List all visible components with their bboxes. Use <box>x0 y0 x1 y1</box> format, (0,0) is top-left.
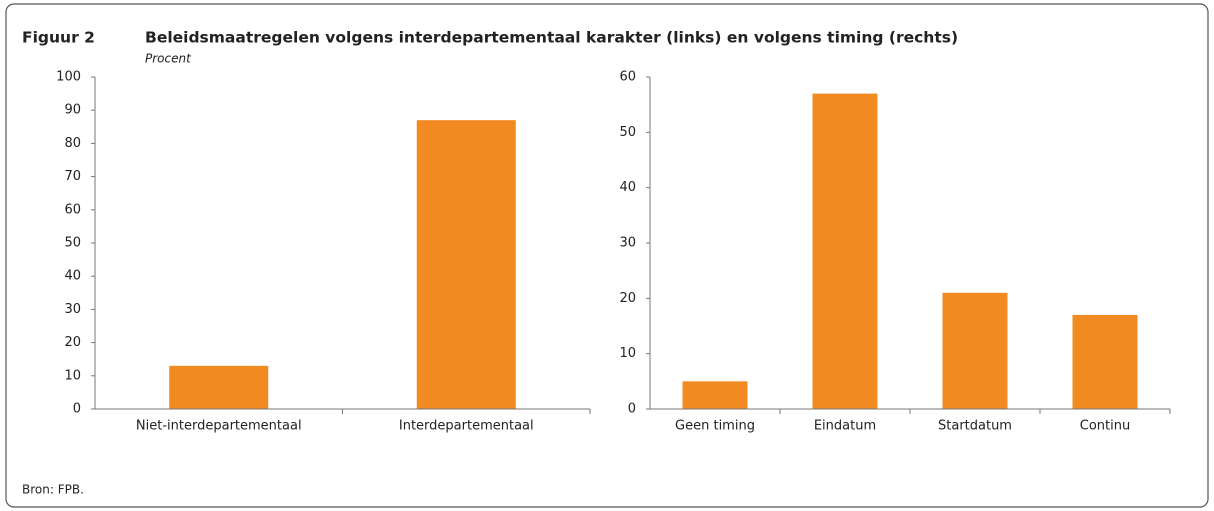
bar <box>942 292 1008 409</box>
y-tick-label: 80 <box>64 136 81 151</box>
y-tick-label: 0 <box>628 402 636 417</box>
y-tick-label: 60 <box>619 70 636 85</box>
figure-label: Figuur 2 <box>22 29 95 47</box>
figure-title: Beleidsmaatregelen volgens interdepartem… <box>145 29 958 47</box>
bar <box>1072 314 1138 409</box>
y-tick-label: 50 <box>64 236 81 251</box>
y-tick-label: 30 <box>619 236 636 251</box>
x-tick-label: Interdepartementaal <box>399 419 534 434</box>
y-tick-label: 50 <box>619 125 636 140</box>
y-tick-label: 10 <box>619 346 636 361</box>
bar <box>169 365 269 409</box>
y-tick-label: 0 <box>73 402 81 417</box>
bar <box>812 93 878 409</box>
bar <box>416 120 516 409</box>
source: Bron: FPB. <box>22 483 84 497</box>
y-tick-label: 60 <box>64 202 81 217</box>
x-tick-label: Continu <box>1080 419 1130 434</box>
y-tick-label: 20 <box>64 335 81 350</box>
y-tick-label: 30 <box>64 302 81 317</box>
y-tick-label: 10 <box>64 368 81 383</box>
x-tick-label: Startdatum <box>938 419 1012 434</box>
y-tick-label: 90 <box>64 103 81 118</box>
y-tick-label: 40 <box>64 269 81 284</box>
x-tick-label: Niet-interdepartementaal <box>136 419 302 434</box>
x-tick-label: Eindatum <box>814 419 876 434</box>
y-tick-label: 100 <box>56 70 81 85</box>
y-tick-label: 40 <box>619 180 636 195</box>
figure-subtitle: Procent <box>145 52 192 66</box>
y-tick-label: 70 <box>64 169 81 184</box>
y-tick-label: 20 <box>619 291 636 306</box>
bar <box>682 381 748 409</box>
x-tick-label: Geen timing <box>675 419 755 434</box>
frame <box>5 3 1209 508</box>
